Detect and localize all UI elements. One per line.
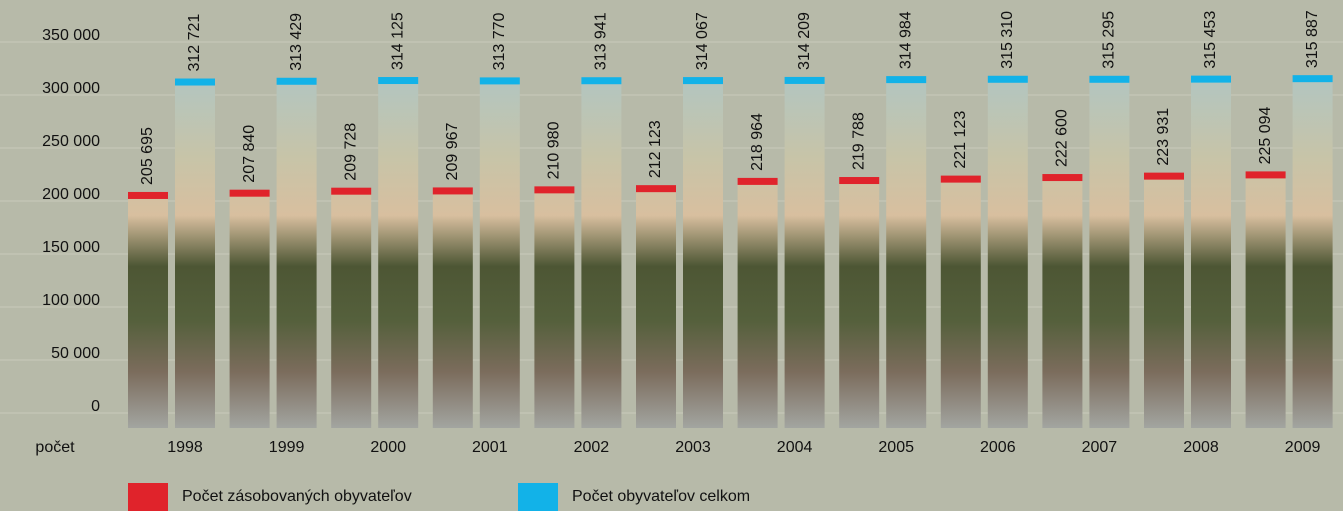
legend-swatch xyxy=(518,483,558,511)
bar-cap xyxy=(1042,174,1083,182)
x-tick-label: 2005 xyxy=(878,439,914,456)
bar xyxy=(378,80,419,428)
bar xyxy=(331,190,372,428)
bar-cap xyxy=(432,187,473,195)
bar xyxy=(128,194,168,428)
value-label: 221 123 xyxy=(952,111,969,169)
value-label: 313 770 xyxy=(491,12,508,70)
value-label: 222 600 xyxy=(1054,109,1071,167)
bar xyxy=(229,192,270,428)
value-label: 312 721 xyxy=(186,14,203,72)
x-tick-label: 2002 xyxy=(574,439,610,456)
value-label: 209 967 xyxy=(444,122,461,180)
bar-cap xyxy=(479,77,520,85)
bar xyxy=(784,79,825,428)
x-tick-label: 2003 xyxy=(675,439,711,456)
value-label: 225 094 xyxy=(1257,106,1274,164)
bar xyxy=(636,188,676,428)
value-label: 313 941 xyxy=(593,12,610,70)
x-tick-label: 1998 xyxy=(167,439,203,456)
bar-cap xyxy=(378,77,419,85)
bar-cap xyxy=(737,177,778,185)
value-label: 315 295 xyxy=(1101,11,1118,69)
y-tick-label: 200 000 xyxy=(42,186,100,203)
bar xyxy=(581,80,622,429)
bar-cap xyxy=(229,189,270,197)
value-label: 315 310 xyxy=(999,11,1016,69)
bar xyxy=(1089,78,1130,429)
value-label: 218 964 xyxy=(749,113,766,171)
bar xyxy=(276,80,317,428)
bar-cap xyxy=(1144,172,1184,180)
bar-cap xyxy=(940,175,981,183)
value-label: 209 728 xyxy=(342,123,359,181)
legend-swatch xyxy=(128,483,168,511)
bar-cap xyxy=(1089,75,1130,83)
bar xyxy=(886,79,927,429)
y-tick-label: 50 000 xyxy=(51,345,100,362)
bar-cap xyxy=(1245,171,1286,179)
bar-cap xyxy=(1191,75,1231,83)
x-tick-label: 2006 xyxy=(980,439,1016,456)
bar xyxy=(432,190,473,428)
bar-cap xyxy=(683,77,723,85)
bar xyxy=(1042,177,1083,428)
y-tick-label: 250 000 xyxy=(42,133,100,150)
bar-cap xyxy=(1292,75,1333,83)
bar xyxy=(1144,175,1184,428)
bar xyxy=(175,81,215,428)
bar xyxy=(1292,78,1333,428)
x-tick-label: 2001 xyxy=(472,439,508,456)
bar-cap xyxy=(987,75,1028,83)
bar-cap xyxy=(636,185,676,193)
value-label: 207 840 xyxy=(241,125,258,183)
bar xyxy=(534,189,575,428)
bar xyxy=(1245,174,1286,428)
bar-cap xyxy=(276,77,317,85)
value-label: 314 984 xyxy=(897,11,914,69)
value-label: 205 695 xyxy=(139,127,156,185)
x-axis-label: počet xyxy=(35,439,75,456)
x-tick-label: 2008 xyxy=(1183,439,1219,456)
y-tick-label: 100 000 xyxy=(42,292,100,309)
bar-cap xyxy=(175,78,215,86)
value-label: 313 429 xyxy=(288,13,305,71)
bar xyxy=(839,180,880,428)
bar xyxy=(940,178,981,428)
x-tick-label: 2009 xyxy=(1285,439,1321,456)
bar-cap xyxy=(534,186,575,194)
x-tick-label: 2007 xyxy=(1082,439,1118,456)
bar-cap xyxy=(581,77,622,85)
value-label: 314 067 xyxy=(694,12,711,70)
y-tick-label: 350 000 xyxy=(42,27,100,44)
bar-cap xyxy=(839,177,880,185)
y-tick-label: 300 000 xyxy=(42,80,100,97)
value-label: 223 931 xyxy=(1155,108,1172,166)
value-label: 314 125 xyxy=(389,12,406,70)
bar-cap xyxy=(886,76,927,84)
x-tick-label: 2004 xyxy=(777,439,813,456)
legend-label: Počet obyvateľov celkom xyxy=(572,488,750,505)
x-tick-label: 1999 xyxy=(269,439,305,456)
legend-label: Počet zásobovaných obyvateľov xyxy=(182,488,412,505)
bar-cap xyxy=(784,76,825,84)
value-label: 219 788 xyxy=(850,112,867,170)
value-label: 315 887 xyxy=(1304,10,1321,68)
bar xyxy=(1191,78,1231,429)
value-label: 315 453 xyxy=(1202,11,1219,69)
value-label: 210 980 xyxy=(546,121,563,179)
bar xyxy=(479,80,520,428)
x-tick-label: 2000 xyxy=(370,439,406,456)
bar xyxy=(683,80,723,428)
bar-cap xyxy=(331,187,372,195)
value-label: 314 209 xyxy=(796,12,813,70)
y-tick-label: 150 000 xyxy=(42,239,100,256)
y-tick-label: 0 xyxy=(91,398,100,415)
bar xyxy=(987,78,1028,429)
value-label: 212 123 xyxy=(647,120,664,178)
bar xyxy=(737,180,778,428)
bar-cap xyxy=(128,191,168,199)
